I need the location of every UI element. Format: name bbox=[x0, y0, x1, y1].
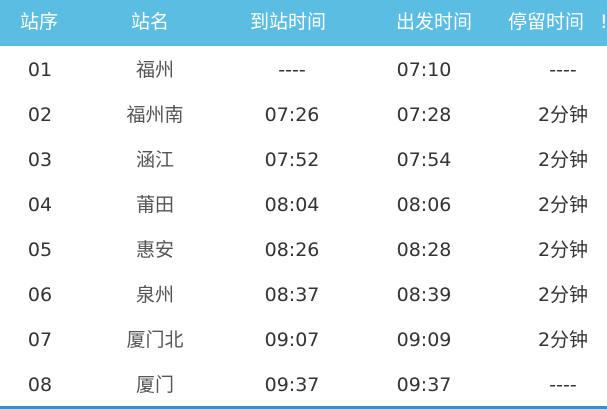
depart-time-cell: 07:10 bbox=[396, 59, 452, 81]
station-name-cell: 惠安 bbox=[135, 239, 175, 261]
table-row: 07 厦门北 09:07 09:09 2分钟 bbox=[0, 318, 607, 363]
station-no-cell: 02 bbox=[27, 104, 53, 126]
station-name-cell: 福州南 bbox=[126, 104, 184, 126]
depart-time-cell: 08:06 bbox=[396, 194, 452, 216]
arrive-time-cell: 09:07 bbox=[264, 329, 320, 351]
header-station-no: 站序 bbox=[20, 11, 59, 33]
table-row: 06 泉州 08:37 08:39 2分钟 bbox=[0, 273, 607, 318]
station-no-cell: 05 bbox=[27, 239, 53, 261]
station-no-cell: 03 bbox=[27, 149, 53, 171]
station-name-cell: 泉州 bbox=[135, 284, 175, 306]
arrive-time-cell: 07:26 bbox=[264, 104, 320, 126]
arrive-time-cell: 08:37 bbox=[264, 284, 320, 306]
stop-time-cell: 2分钟 bbox=[537, 239, 589, 261]
table-row: 03 涵江 07:52 07:54 2分钟 bbox=[0, 138, 607, 183]
table-row: 04 莆田 08:04 08:06 2分钟 bbox=[0, 183, 607, 228]
depart-time-cell: 09:09 bbox=[396, 329, 452, 351]
stop-time-cell: 2分钟 bbox=[537, 329, 589, 351]
table-row: 02 福州南 07:26 07:28 2分钟 bbox=[0, 93, 607, 138]
arrive-time-cell: 09:37 bbox=[264, 374, 320, 396]
station-name-cell: 莆田 bbox=[135, 194, 175, 216]
station-no-cell: 04 bbox=[27, 194, 53, 216]
depart-time-cell: 07:54 bbox=[396, 149, 452, 171]
arrive-time-cell: 08:26 bbox=[264, 239, 320, 261]
station-name-cell: 厦门北 bbox=[126, 329, 184, 351]
header-station-name: 站名 bbox=[131, 11, 170, 33]
arrive-time-cell: ---- bbox=[278, 59, 306, 81]
station-no-cell: 01 bbox=[27, 59, 53, 81]
header-cut-off-text: ! bbox=[600, 11, 607, 33]
depart-time-cell: 08:28 bbox=[396, 239, 452, 261]
table-row: 05 惠安 08:26 08:28 2分钟 bbox=[0, 228, 607, 273]
header-arrive-time: 到站时间 bbox=[250, 11, 327, 33]
depart-time-cell: 09:37 bbox=[396, 374, 452, 396]
arrive-time-cell: 08:04 bbox=[264, 194, 320, 216]
header-stop-time: 停留时间 bbox=[508, 11, 585, 33]
station-name-cell: 福州 bbox=[135, 59, 175, 81]
arrive-time-cell: 07:52 bbox=[264, 149, 320, 171]
stop-time-cell: ---- bbox=[549, 59, 577, 81]
stop-time-cell: 2分钟 bbox=[537, 284, 589, 306]
station-name-cell: 涵江 bbox=[135, 149, 175, 171]
station-no-cell: 07 bbox=[27, 329, 53, 351]
table-bottom-border bbox=[0, 406, 607, 409]
station-no-cell: 08 bbox=[27, 374, 53, 396]
table-row: 01 福州 ---- 07:10 ---- bbox=[0, 48, 607, 93]
depart-time-cell: 07:28 bbox=[396, 104, 452, 126]
stop-time-cell: 2分钟 bbox=[537, 194, 589, 216]
stop-time-cell: 2分钟 bbox=[537, 149, 589, 171]
header-depart-time: 出发时间 bbox=[396, 11, 473, 33]
stop-time-cell: ---- bbox=[549, 374, 577, 396]
table-row: 08 厦门 09:37 09:37 ---- bbox=[0, 363, 607, 408]
depart-time-cell: 08:39 bbox=[396, 284, 452, 306]
stop-time-cell: 2分钟 bbox=[537, 104, 589, 126]
table-header: 站序 站名 到站时间 出发时间 停留时间 ! bbox=[0, 0, 607, 46]
station-no-cell: 06 bbox=[27, 284, 53, 306]
station-name-cell: 厦门 bbox=[135, 374, 175, 396]
